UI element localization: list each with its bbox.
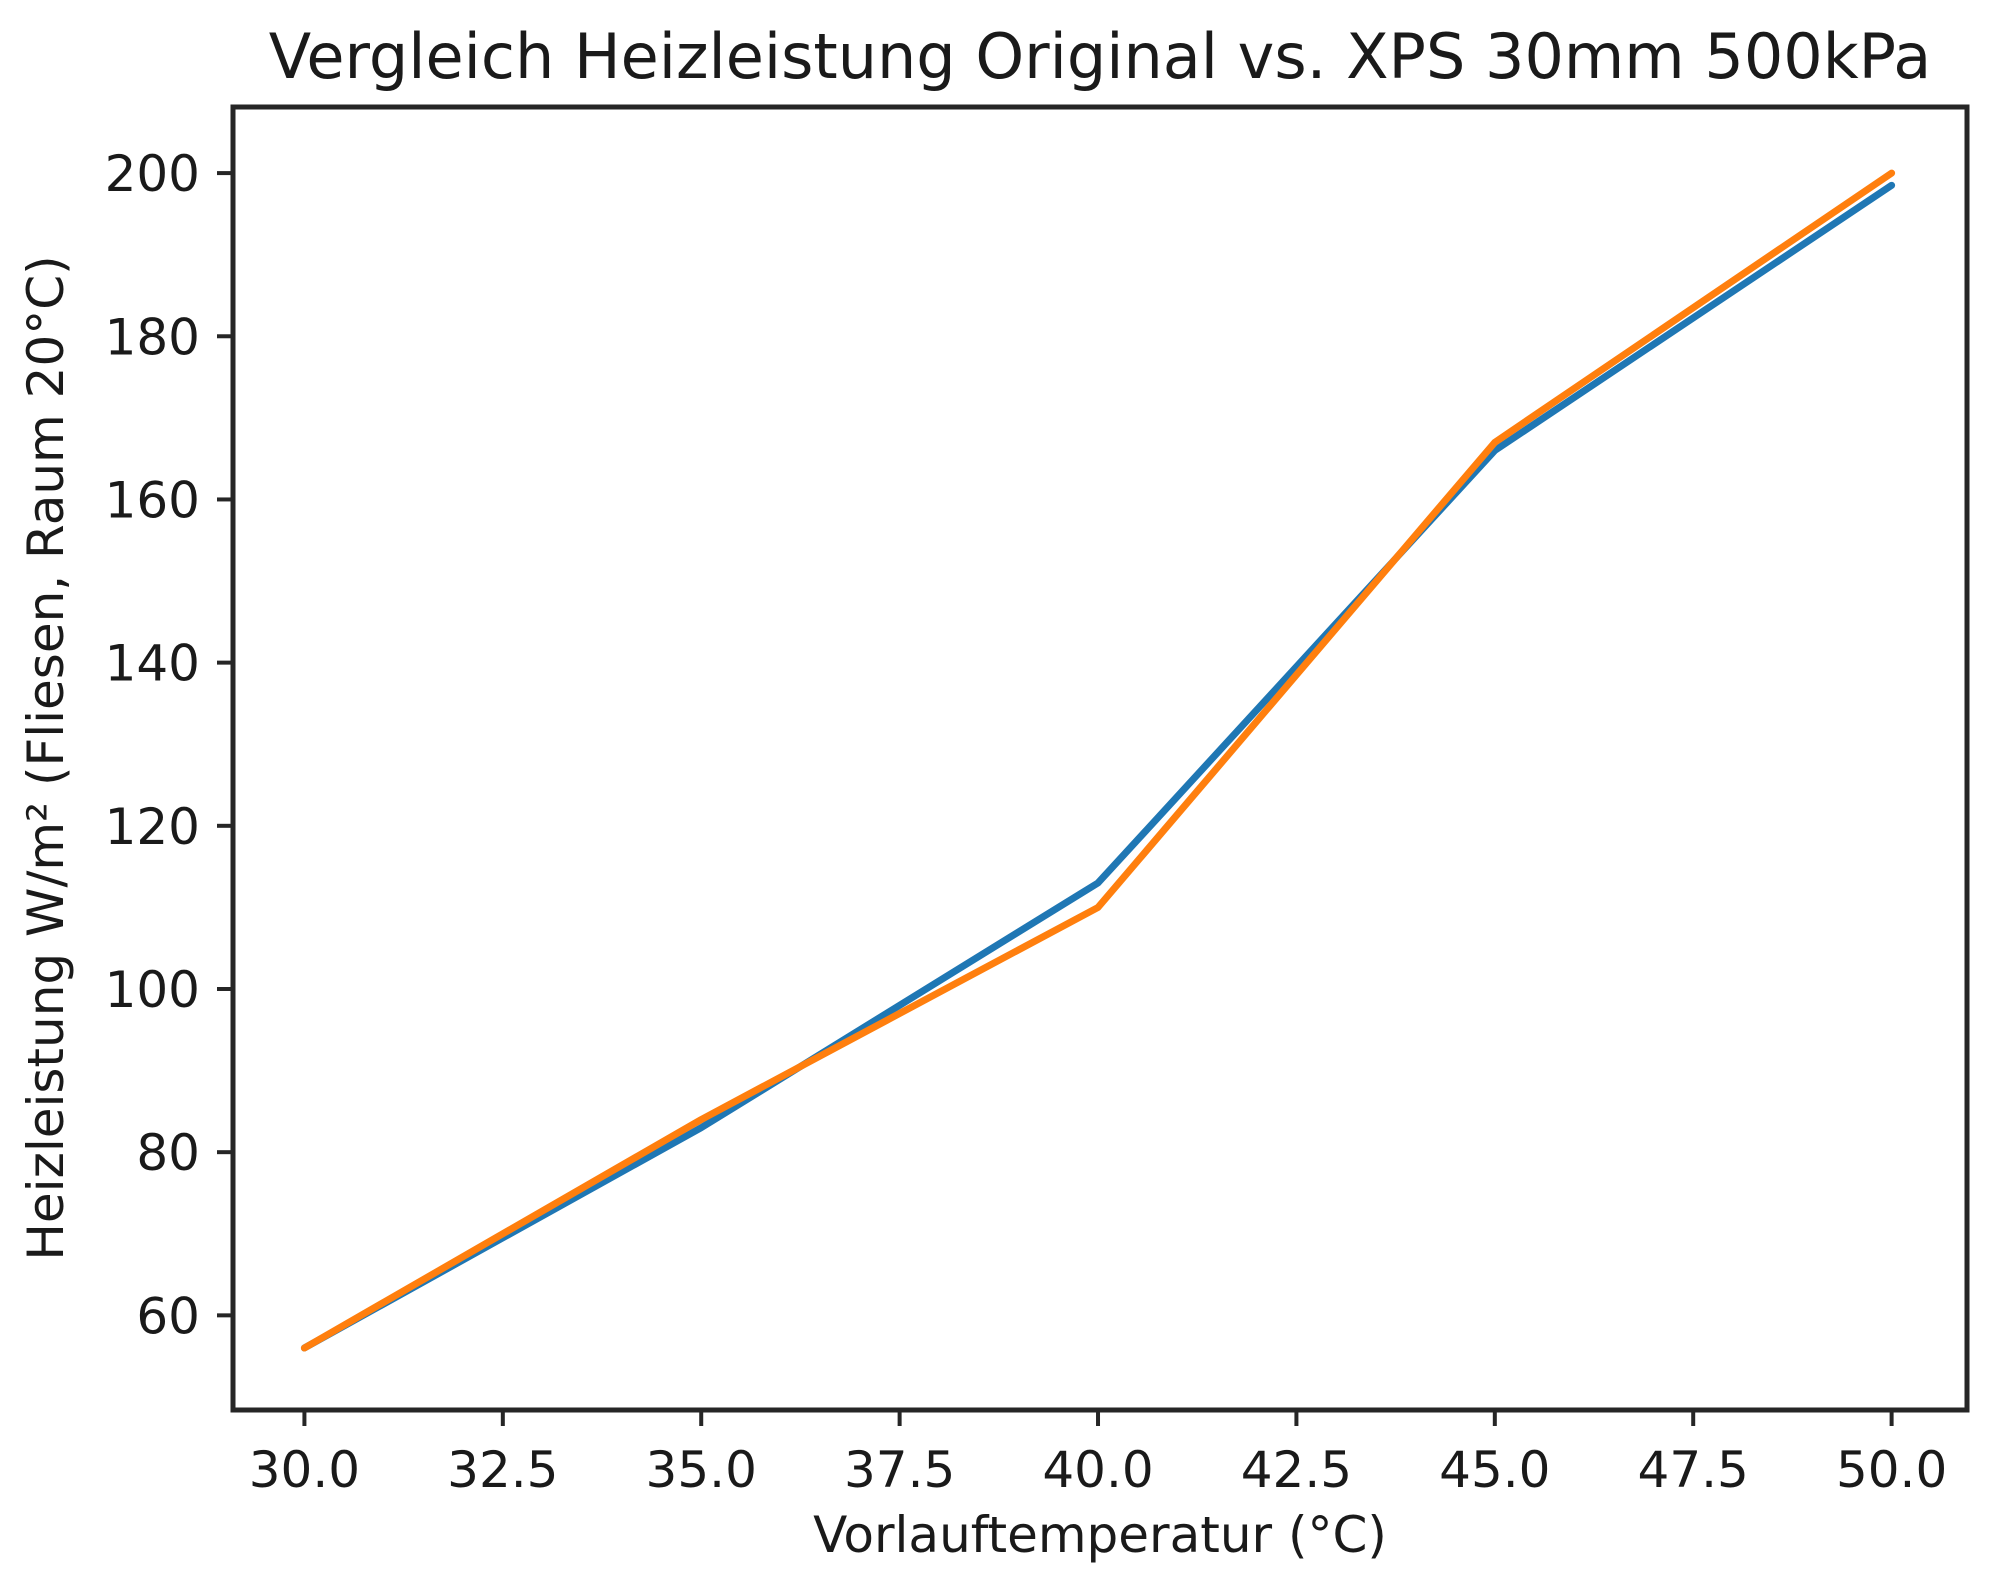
x-tick-label: 47.5 [1638,1441,1749,1499]
x-tick-label: 45.0 [1439,1441,1550,1499]
x-axis-label: Vorlauftemperatur (°C) [813,1506,1387,1564]
y-tick-label: 100 [105,961,200,1019]
x-tick-label: 32.5 [447,1441,558,1499]
y-axis-label: Heizleistung W/m² (Fliesen, Raum 20°C) [17,255,75,1260]
y-tick-label: 200 [105,145,200,203]
x-tick-label: 30.0 [249,1441,360,1499]
chart-title: Vergleich Heizleistung Original vs. XPS … [269,20,1931,93]
y-tick-label: 80 [136,1124,200,1182]
x-tick-label: 35.0 [646,1441,757,1499]
series-layer [300,169,1896,1352]
y-tick-label: 180 [105,308,200,366]
axes-layer: 30.0 32.5 35.0 37.5 40.0 42.5 45.0 47.5 50.0 60 80… [105,104,1970,1499]
y-tick-label: 160 [105,471,200,529]
line-series-1 [300,169,1896,1352]
y-tick-label: 120 [105,798,200,856]
line-series-0 [300,181,1896,1352]
x-tick-label: 40.0 [1042,1441,1153,1499]
x-tick-label: 37.5 [844,1441,955,1499]
x-tick-label: 50.0 [1836,1441,1947,1499]
y-tick-label: 140 [105,635,200,693]
x-tick-label: 42.5 [1241,1441,1352,1499]
y-tick-label: 60 [136,1287,200,1345]
